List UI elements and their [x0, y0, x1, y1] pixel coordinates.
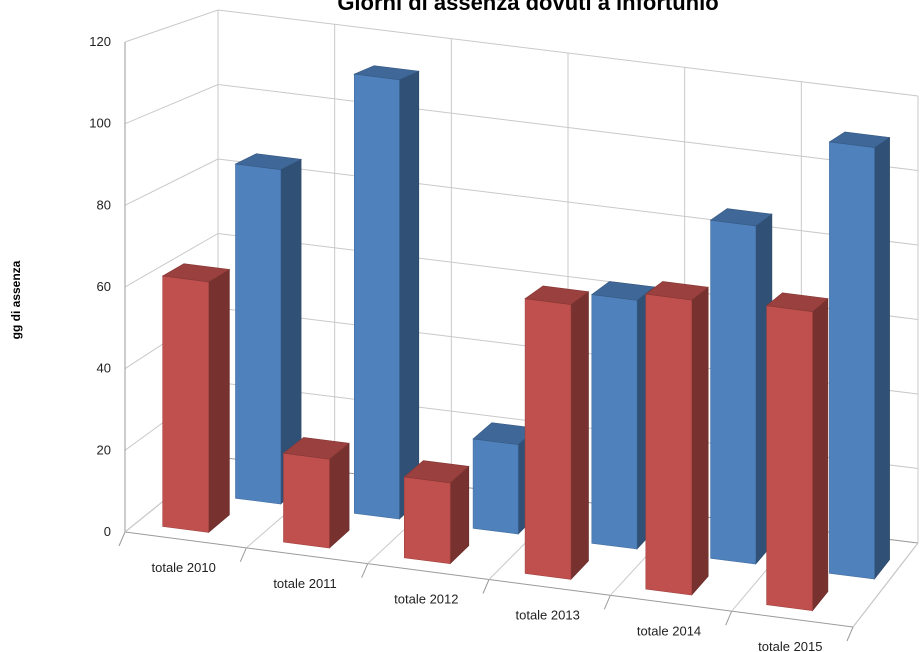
bar-top [765, 292, 829, 313]
bar [353, 65, 420, 520]
bar-front [472, 438, 519, 535]
y-tick-label: 20 [97, 442, 111, 457]
bar [524, 285, 590, 581]
x-axis-categories: totale 2010 totale 2011 totale 2012 totale … [151, 560, 822, 652]
x-tick-label: totale 2010 [151, 560, 215, 575]
y-tick-label: 0 [104, 524, 111, 539]
gridline [124, 9, 919, 97]
bar-top [645, 281, 709, 301]
bar [828, 131, 891, 580]
bar-front [591, 294, 638, 550]
bar-top [234, 153, 303, 171]
bar-top [403, 460, 470, 484]
y-tick-label: 120 [89, 34, 111, 49]
bar [709, 208, 773, 565]
bar-front [710, 219, 757, 565]
bar [403, 460, 470, 565]
x-tick-mark [482, 579, 490, 594]
bar-side [691, 286, 709, 596]
bar-front [162, 275, 209, 533]
y-tick-label: 100 [89, 116, 111, 131]
bar-front [524, 298, 572, 580]
x-tick-mark [361, 563, 369, 578]
bar-side [449, 465, 470, 565]
floor-divider [852, 542, 919, 628]
chart-title: Giorni di assenza dovuti a infortunio [337, 0, 718, 15]
x-tick-mark [846, 626, 854, 642]
bar-side [208, 268, 230, 534]
bar-top [591, 281, 655, 301]
y-tick-label: 40 [97, 361, 111, 376]
bar-side [812, 297, 829, 612]
bar [645, 281, 709, 596]
bars [161, 65, 891, 612]
bar-top [828, 131, 891, 148]
bar-top [161, 263, 231, 283]
bar-front [645, 293, 693, 596]
bar-front [403, 476, 451, 565]
y-axis-ticks: 0 20 40 60 80 100 120 [89, 34, 111, 539]
bar-side [329, 442, 350, 549]
x-tick-mark [725, 610, 733, 626]
gridline [124, 83, 919, 171]
bar-top [709, 208, 773, 227]
x-tick-label: totale 2011 [273, 576, 336, 591]
x-tick-label: totale 2015 [758, 639, 822, 652]
bar-front [353, 73, 400, 520]
bar-front [829, 141, 875, 580]
bar [161, 263, 231, 534]
y-tick-label: 60 [97, 279, 111, 294]
bar [765, 292, 829, 612]
bar-top [353, 65, 420, 81]
x-tick-label: totale 2013 [515, 607, 579, 622]
bar-front [283, 452, 330, 549]
bar-side [874, 136, 890, 580]
bar-top [282, 437, 350, 460]
y-tick-label: 80 [97, 197, 111, 212]
bar-side [399, 70, 420, 520]
x-tick-mark [118, 531, 126, 547]
bar [282, 437, 350, 549]
x-tick-mark [239, 547, 247, 563]
bar-side [570, 291, 589, 581]
bar-front [235, 163, 282, 505]
x-tick-label: totale 2014 [637, 623, 701, 638]
bar [591, 281, 655, 550]
bar [234, 153, 303, 505]
x-tick-mark [603, 595, 611, 610]
bar-top [524, 285, 590, 305]
x-tick-label: totale 2012 [394, 592, 458, 607]
bar-front [766, 305, 813, 612]
y-axis-label: gg di assenza [9, 260, 23, 339]
